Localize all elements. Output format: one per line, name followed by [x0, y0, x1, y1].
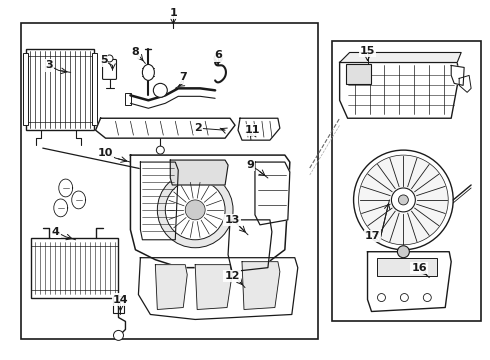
- Bar: [377, 258, 437, 276]
- Bar: [92, 54, 97, 125]
- Circle shape: [400, 293, 408, 302]
- Circle shape: [106, 55, 113, 62]
- Polygon shape: [368, 252, 451, 311]
- Polygon shape: [138, 258, 298, 319]
- Circle shape: [214, 54, 222, 62]
- Text: 7: 7: [179, 72, 187, 82]
- Bar: [125, 93, 131, 105]
- Bar: [31, 238, 119, 298]
- Polygon shape: [96, 118, 235, 138]
- Polygon shape: [459, 75, 471, 92]
- Polygon shape: [130, 155, 290, 272]
- Bar: [23, 54, 28, 125]
- Circle shape: [423, 293, 431, 302]
- Polygon shape: [155, 265, 187, 310]
- Polygon shape: [340, 62, 459, 118]
- Text: 3: 3: [45, 60, 52, 71]
- Polygon shape: [59, 179, 73, 197]
- Text: 12: 12: [224, 271, 240, 281]
- Text: 17: 17: [365, 231, 380, 241]
- Circle shape: [398, 195, 408, 205]
- Circle shape: [114, 330, 123, 340]
- Circle shape: [359, 155, 448, 245]
- Circle shape: [157, 172, 233, 248]
- Polygon shape: [340, 53, 461, 62]
- Circle shape: [354, 150, 453, 250]
- Polygon shape: [451, 66, 464, 85]
- Polygon shape: [195, 265, 232, 310]
- Polygon shape: [54, 199, 68, 217]
- Bar: [332, 41, 481, 321]
- FancyBboxPatch shape: [102, 59, 117, 80]
- Circle shape: [377, 293, 386, 302]
- Text: 11: 11: [244, 125, 260, 135]
- Polygon shape: [171, 160, 228, 185]
- Bar: [345, 64, 370, 84]
- Text: 9: 9: [246, 160, 254, 170]
- Circle shape: [156, 146, 164, 154]
- Circle shape: [165, 180, 225, 240]
- Text: 5: 5: [100, 55, 107, 66]
- Bar: [26, 49, 94, 130]
- Text: 13: 13: [224, 215, 240, 225]
- Text: 2: 2: [195, 123, 202, 133]
- Polygon shape: [238, 118, 280, 140]
- Text: 16: 16: [412, 263, 427, 273]
- Polygon shape: [242, 262, 280, 310]
- Circle shape: [185, 200, 205, 220]
- Polygon shape: [228, 220, 272, 272]
- Circle shape: [397, 246, 409, 258]
- Text: 8: 8: [131, 48, 139, 58]
- Polygon shape: [72, 191, 86, 209]
- Polygon shape: [255, 162, 290, 225]
- Circle shape: [392, 188, 416, 212]
- Ellipse shape: [143, 64, 154, 80]
- Text: 10: 10: [98, 148, 113, 158]
- Text: 1: 1: [170, 8, 177, 18]
- Text: 6: 6: [214, 50, 222, 60]
- Text: 15: 15: [360, 45, 375, 55]
- Bar: [21, 23, 318, 339]
- Circle shape: [153, 84, 167, 97]
- Text: 14: 14: [113, 294, 128, 305]
- Text: 4: 4: [52, 227, 60, 237]
- Bar: [113, 296, 124, 314]
- Polygon shape: [141, 162, 178, 240]
